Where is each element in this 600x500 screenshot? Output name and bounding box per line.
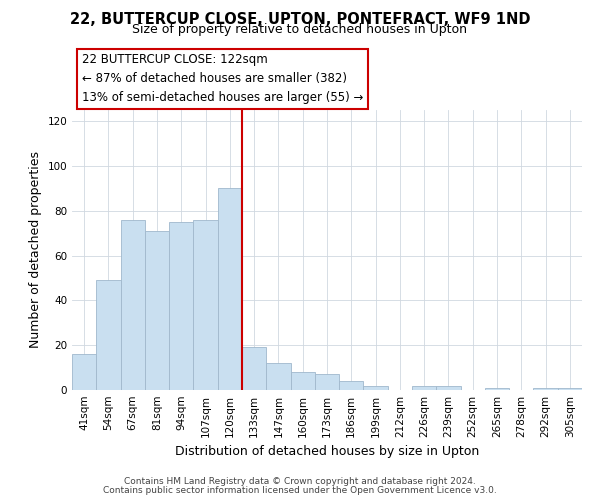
Bar xyxy=(339,381,364,390)
Bar xyxy=(169,222,193,390)
Bar xyxy=(364,386,388,390)
Bar xyxy=(290,372,315,390)
Bar xyxy=(436,386,461,390)
Bar xyxy=(96,280,121,390)
Bar xyxy=(242,348,266,390)
Bar xyxy=(558,388,582,390)
Bar xyxy=(485,388,509,390)
Text: 22, BUTTERCUP CLOSE, UPTON, PONTEFRACT, WF9 1ND: 22, BUTTERCUP CLOSE, UPTON, PONTEFRACT, … xyxy=(70,12,530,28)
Text: Size of property relative to detached houses in Upton: Size of property relative to detached ho… xyxy=(133,22,467,36)
Bar xyxy=(533,388,558,390)
X-axis label: Distribution of detached houses by size in Upton: Distribution of detached houses by size … xyxy=(175,446,479,458)
Bar xyxy=(121,220,145,390)
Bar xyxy=(218,188,242,390)
Bar xyxy=(412,386,436,390)
Text: 22 BUTTERCUP CLOSE: 122sqm
← 87% of detached houses are smaller (382)
13% of sem: 22 BUTTERCUP CLOSE: 122sqm ← 87% of deta… xyxy=(82,54,364,104)
Text: Contains HM Land Registry data © Crown copyright and database right 2024.: Contains HM Land Registry data © Crown c… xyxy=(124,477,476,486)
Bar xyxy=(193,220,218,390)
Text: Contains public sector information licensed under the Open Government Licence v3: Contains public sector information licen… xyxy=(103,486,497,495)
Y-axis label: Number of detached properties: Number of detached properties xyxy=(29,152,42,348)
Bar xyxy=(266,363,290,390)
Bar xyxy=(145,231,169,390)
Bar xyxy=(72,354,96,390)
Bar xyxy=(315,374,339,390)
